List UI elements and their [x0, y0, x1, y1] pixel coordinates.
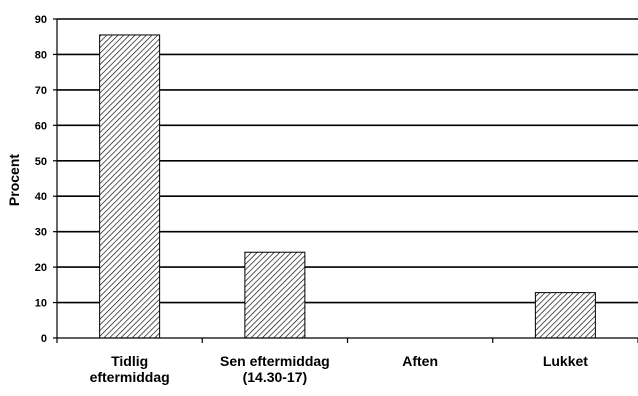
y-tick-label-0: 0 — [41, 333, 47, 345]
y-tick-label-90: 90 — [35, 14, 47, 26]
y-tick-label-50: 50 — [35, 156, 47, 168]
x-category-label-3: Lukket — [543, 353, 588, 369]
x-category-label-2: Aften — [402, 353, 438, 369]
y-tick-label-20: 20 — [35, 262, 47, 274]
x-tick-labels: Tidlig eftermiddag Sen eftermiddag (14.30-1… — [90, 353, 589, 385]
y-tick-label-70: 70 — [35, 85, 47, 97]
bar-1 — [244, 251, 306, 339]
bars — [99, 34, 596, 339]
y-tick-label-80: 80 — [35, 49, 47, 61]
y-tick-label-10: 10 — [35, 298, 47, 310]
bar-0 — [99, 34, 161, 339]
x-category-label-0: Tidlig eftermiddag — [90, 353, 170, 385]
y-tick-label-40: 40 — [35, 191, 47, 203]
bar-3 — [534, 292, 596, 339]
x-category-label-1: Sen eftermiddag (14.30-17) — [220, 353, 330, 385]
y-tick-labels: 0 10 20 30 40 50 60 70 80 90 — [35, 14, 47, 345]
axes — [53, 18, 638, 343]
y-tick-label-60: 60 — [35, 120, 47, 132]
y-axis-label: Procent — [6, 154, 22, 206]
y-tick-label-30: 30 — [35, 227, 47, 239]
